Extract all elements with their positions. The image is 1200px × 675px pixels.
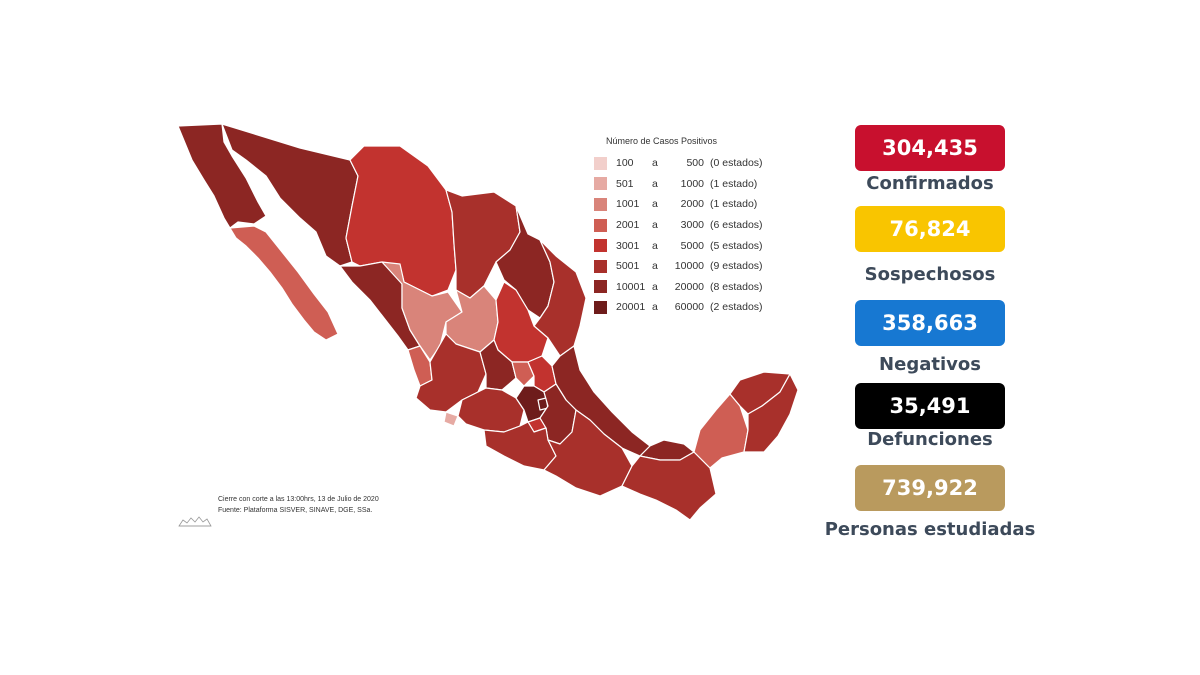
legend-max: 1000 <box>680 177 704 190</box>
stat-sospechosos: 76,824 Sospechosos <box>852 206 1008 285</box>
stat-label: Negativos <box>879 354 981 375</box>
stat-value-box: 76,824 <box>855 206 1005 252</box>
legend-swatch <box>594 259 607 273</box>
legend-swatch <box>594 197 607 211</box>
legend-item: 5001 a 10000 (9 estados) <box>594 256 763 277</box>
stat-value: 35,491 <box>889 394 971 418</box>
legend-count: (8 estados) <box>710 280 763 293</box>
legend-swatch <box>594 280 607 294</box>
legend-item: 100 a 500 (0 estados) <box>594 153 763 174</box>
state-michoacan[interactable] <box>457 387 525 433</box>
stat-label: Sospechosos <box>864 264 996 285</box>
state-queretaro[interactable] <box>511 361 535 387</box>
stat-negativos: 358,663 Negativos <box>852 300 1008 375</box>
legend-count: (1 estado) <box>710 177 758 190</box>
legend-count: (5 estados) <box>710 239 763 252</box>
legend-connector: a <box>652 177 658 190</box>
stat-value-box: 739,922 <box>855 465 1005 511</box>
legend-connector: a <box>652 239 658 252</box>
stat-value: 739,922 <box>882 476 978 500</box>
legend-item: 2001 a 3000 (6 estados) <box>594 215 763 236</box>
state-durango[interactable] <box>381 261 463 361</box>
footnote: Cierre con corte a las 13:00hrs, 13 de J… <box>218 494 379 516</box>
legend-count: (0 estados) <box>710 157 763 170</box>
legend-max: 3000 <box>680 219 704 232</box>
legend-connector: a <box>652 280 658 293</box>
legend-min: 100 <box>616 157 634 170</box>
legend-swatch <box>594 300 607 314</box>
footnote-source: Fuente: Plataforma SISVER, SINAVE, DGE, … <box>218 507 373 514</box>
legend-connector: a <box>652 260 658 273</box>
legend-max: 20000 <box>674 280 704 293</box>
legend-item: 501 a 1000 (1 estado) <box>594 174 763 195</box>
mexico-map <box>177 123 799 521</box>
legend-min: 20001 <box>616 301 646 314</box>
legend-min: 1001 <box>616 198 640 211</box>
stat-label: Confirmados <box>866 173 994 194</box>
stat-label: Defunciones <box>867 429 993 450</box>
legend-swatch <box>594 239 607 253</box>
stat-value-box: 304,435 <box>855 125 1005 171</box>
legend-item: 20001 a 60000 (2 estados) <box>594 297 763 318</box>
stat-defunciones: 35,491 Defunciones <box>852 383 1008 450</box>
stat-value: 358,663 <box>882 311 978 335</box>
legend-connector: a <box>652 219 658 232</box>
stat-value: 76,824 <box>889 217 971 241</box>
map-legend: Número de Casos Positivos 100 a 500 (0 esta… <box>594 136 763 318</box>
legend-count: (2 estados) <box>710 301 763 314</box>
state-baja-california[interactable] <box>177 123 267 229</box>
legend-connector: a <box>652 198 658 211</box>
stat-personas-estudiadas: 739,922 Personas estudiadas <box>825 465 1035 540</box>
legend-min: 10001 <box>616 280 646 293</box>
state-campeche[interactable] <box>693 393 749 469</box>
legend-swatch <box>594 218 607 232</box>
footnote-cutoff: Cierre con corte a las 13:00hrs, 13 de J… <box>218 496 379 503</box>
legend-item: 1001 a 2000 (1 estado) <box>594 194 763 215</box>
legend-max: 2000 <box>680 198 704 211</box>
legend-connector: a <box>652 157 658 170</box>
state-tamaulipas[interactable] <box>533 239 587 357</box>
legend-count: (9 estados) <box>710 260 763 273</box>
state-coahuila[interactable] <box>445 189 521 299</box>
government-logo-icon <box>178 516 212 527</box>
stat-confirmados: 304,435 Confirmados <box>852 125 1008 194</box>
legend-min: 501 <box>616 177 634 190</box>
legend-count: (1 estado) <box>710 198 758 211</box>
legend-min: 5001 <box>616 260 640 273</box>
stat-value: 304,435 <box>882 136 978 160</box>
state-quintana-roo[interactable] <box>743 373 799 453</box>
legend-item: 3001 a 5000 (5 estados) <box>594 235 763 256</box>
legend-max: 10000 <box>674 260 704 273</box>
legend-max: 60000 <box>674 301 704 314</box>
legend-count: (6 estados) <box>710 219 763 232</box>
legend-min: 3001 <box>616 239 640 252</box>
state-baja-california-sur[interactable] <box>229 225 339 341</box>
legend-connector: a <box>652 301 658 314</box>
state-chiapas[interactable] <box>621 451 717 521</box>
legend-swatch <box>594 177 607 191</box>
legend-min: 2001 <box>616 219 640 232</box>
legend-title: Número de Casos Positivos <box>606 136 718 146</box>
stat-value-box: 358,663 <box>855 300 1005 346</box>
stat-value-box: 35,491 <box>855 383 1005 429</box>
legend-max: 500 <box>686 157 704 170</box>
state-colima[interactable] <box>443 411 459 427</box>
legend-max: 5000 <box>680 239 704 252</box>
legend-swatch <box>594 156 607 170</box>
stat-label: Personas estudiadas <box>824 519 1036 540</box>
legend-item: 10001 a 20000 (8 estados) <box>594 277 763 298</box>
